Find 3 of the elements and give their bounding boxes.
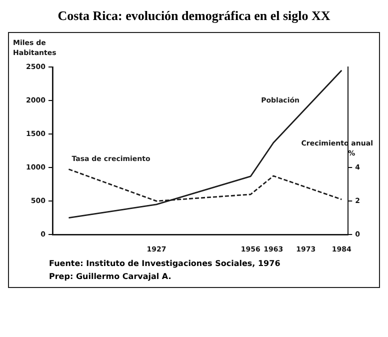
chart-title: Costa Rica: evolución demográfica en el siglo XX	[56, 8, 332, 24]
text: Prep: Guillermo Carvajal A.	[49, 272, 172, 281]
source-note: Fuente: Instituto de Investigaciones Sociales, 1976	[49, 259, 282, 268]
